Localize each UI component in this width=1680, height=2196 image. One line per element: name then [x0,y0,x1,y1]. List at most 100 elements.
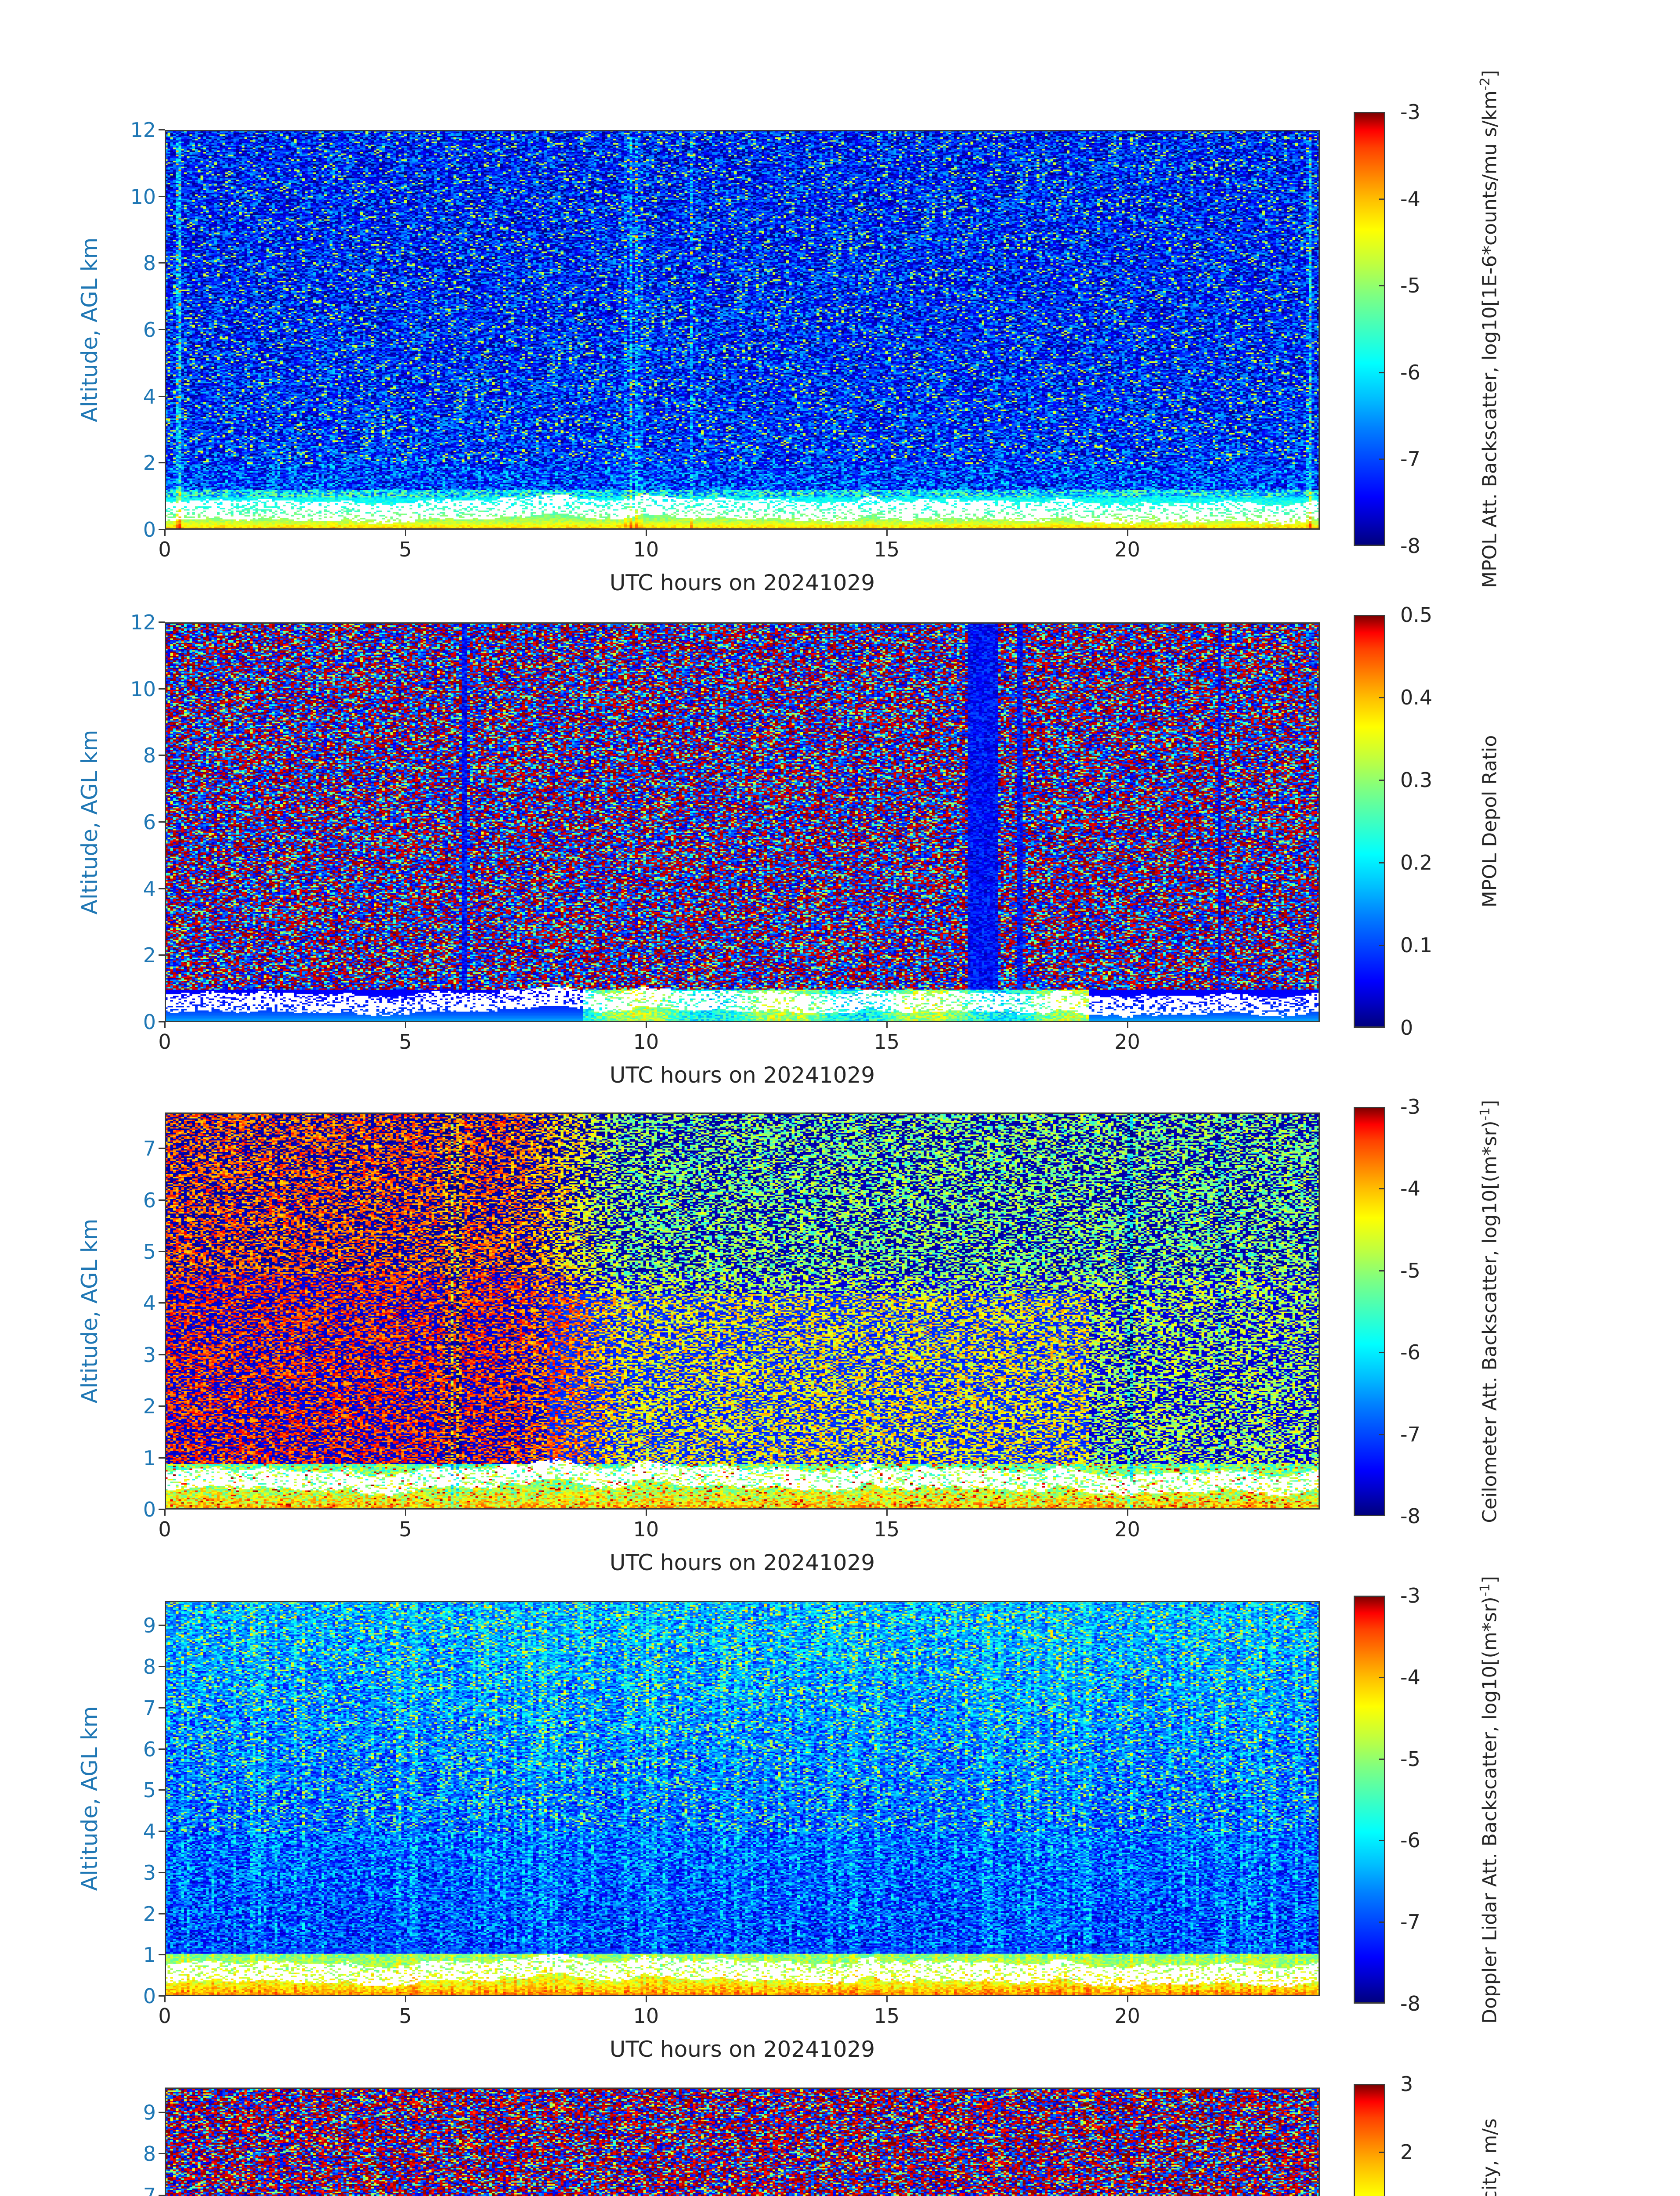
y-tick-label: 2 [143,451,156,475]
colorbar-tick-mark [1379,1922,1385,1923]
colorbar-tick-label: -7 [1400,1422,1420,1446]
x-tick-mark [164,1510,166,1516]
y-tick-mark [159,1405,165,1407]
x-tick-mark [1127,1022,1128,1028]
colorbar-tick-mark [1379,2151,1385,2153]
x-tick-label: 20 [1114,1517,1140,1541]
y-tick-label: 8 [143,2142,156,2166]
x-tick-label: 0 [158,1517,171,1541]
heatmap-axes[interactable] [165,1601,1320,1996]
x-tick-mark [164,1022,166,1028]
colorbar-tick-label: -7 [1400,1910,1420,1934]
colorbar-tick-mark [1379,1840,1385,1842]
y-tick-label: 8 [143,251,156,275]
y-tick-mark [159,1148,165,1149]
y-tick-label: 2 [143,943,156,968]
y-tick-mark [159,888,165,889]
colorbar-label: Doppler Lidar Att. Backscatter, log10[(m… [1478,1576,1501,2024]
x-tick-label: 20 [1114,538,1140,561]
colorbar-label-text: MPOL Att. Backscatter, log10[1E-6*counts… [1478,90,1501,588]
y-tick-label: 0 [143,518,156,542]
x-tick-label: 5 [399,1030,412,1054]
y-tick-label: 5 [143,1778,156,1802]
heatmap-axes[interactable] [165,2088,1320,2196]
x-tick-label: 20 [1114,1030,1140,1054]
y-tick-label: 1 [143,1446,156,1470]
colorbar-label: MPOL Att. Backscatter, log10[1E-6*counts… [1478,70,1501,588]
x-tick-label: 5 [399,538,412,561]
x-tick-mark [1127,530,1128,536]
y-tick-label: 1 [143,1943,156,1967]
y-axis-label: Altitude, AGL km [77,2194,102,2196]
x-tick-mark [405,1022,406,1028]
heatmap-axes[interactable] [165,622,1320,1022]
x-tick-label: 15 [874,538,900,561]
y-tick-label: 4 [143,384,156,408]
y-axis-label: Altitude, AGL km [77,237,102,423]
colorbar-tick-mark [1379,945,1385,946]
colorbar-tick-mark [1379,1758,1385,1760]
x-tick-label: 15 [874,1517,900,1541]
x-tick-label: 10 [633,2004,659,2028]
colorbar-tick-label: -3 [1400,1095,1420,1119]
y-tick-label: 9 [143,1614,156,1638]
y-tick-label: 10 [130,184,156,209]
y-tick-mark [159,755,165,756]
y-tick-mark [159,621,165,623]
colorbar-tick-label: -5 [1400,274,1420,298]
colorbar [1354,615,1385,1028]
x-tick-mark [1127,1996,1128,2002]
y-tick-mark [159,821,165,823]
colorbar-label-text: Doppler Lidar Vertical Velocity, m/s [1479,2118,1501,2196]
x-tick-mark [886,530,888,536]
y-tick-mark [159,954,165,956]
colorbar-tick-label: 0.2 [1400,851,1433,874]
y-tick-label: 3 [143,1343,156,1367]
y-tick-label: 6 [143,318,156,342]
x-tick-mark [164,530,166,536]
x-tick-label: 0 [158,538,171,561]
x-tick-mark [645,1996,647,2002]
y-tick-mark [159,1250,165,1252]
colorbar [1354,112,1385,546]
y-tick-label: 5 [143,1239,156,1264]
heatmap-axes[interactable] [165,130,1320,530]
colorbar-tick-mark [1379,198,1385,200]
y-tick-label: 0 [143,1984,156,2008]
colorbar-tick-label: 3 [1400,2072,1413,2096]
colorbar-label: Doppler Lidar Vertical Velocity, m/s [1478,2118,1501,2196]
x-tick-mark [645,1510,647,1516]
colorbar-tick-label: -8 [1400,1504,1420,1528]
heatmap-axes[interactable] [165,1112,1320,1510]
x-tick-mark [1127,1510,1128,1516]
y-tick-label: 8 [143,1655,156,1679]
x-tick-label: 10 [633,1517,659,1541]
y-tick-label: 9 [143,2100,156,2124]
colorbar-tick-mark [1379,862,1385,863]
y-tick-label: 7 [143,1137,156,1161]
y-tick-label: 4 [143,877,156,901]
y-tick-label: 12 [130,610,156,634]
y-tick-mark [159,195,165,197]
y-axis-label: Altitude, AGL km [77,1706,102,1891]
x-tick-mark [886,1022,888,1028]
y-tick-mark [159,1831,165,1832]
y-tick-mark [159,1871,165,1873]
x-tick-label: 5 [399,2004,412,2028]
colorbar-tick-mark [1379,1434,1385,1435]
x-tick-mark [886,1510,888,1516]
y-tick-mark [159,462,165,464]
y-tick-mark [159,1995,165,1997]
colorbar-tick-label: -4 [1400,187,1420,211]
y-tick-mark [159,1021,165,1022]
x-tick-label: 10 [633,1030,659,1054]
y-tick-label: 8 [143,744,156,768]
y-tick-mark [159,1302,165,1304]
x-tick-label: 15 [874,1030,900,1054]
x-tick-mark [405,1996,406,2002]
y-tick-mark [159,2194,165,2196]
colorbar-tick-mark [1379,459,1385,460]
y-tick-mark [159,1666,165,1667]
y-tick-mark [159,329,165,330]
colorbar-tick-label: -6 [1400,1340,1420,1365]
